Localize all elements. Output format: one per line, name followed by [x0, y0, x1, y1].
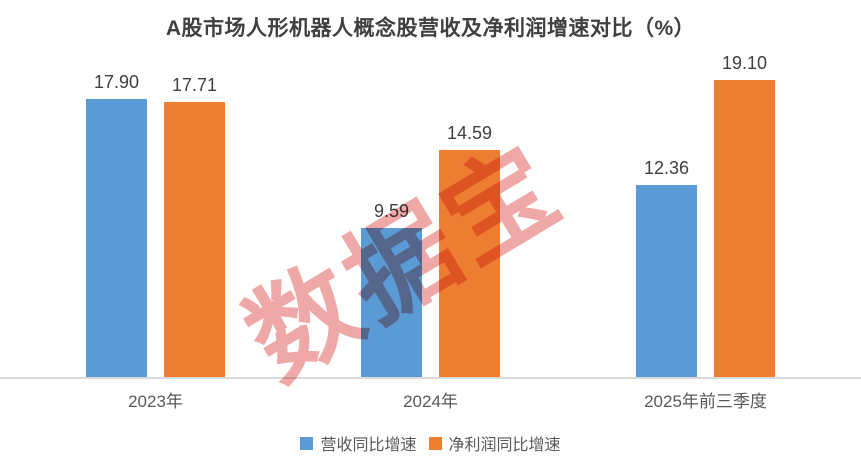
bar — [636, 185, 697, 377]
bar-wrap: 17.71 — [164, 50, 225, 377]
bar — [361, 228, 422, 377]
bar-group: 9.59 14.59 — [293, 50, 568, 377]
bar-wrap: 12.36 — [636, 50, 697, 377]
x-axis-label: 2023年 — [128, 392, 183, 411]
bar-wrap: 9.59 — [361, 50, 422, 377]
page-title: A股市场人形机器人概念股营收及净利润增速对比（%） — [165, 17, 696, 40]
chart-plot-area: 17.90 17.71 9.59 14.59 12.36 19.10 — [18, 50, 843, 377]
bar-value-label: 12.36 — [643, 158, 690, 178]
bar-value-label: 17.71 — [171, 75, 218, 95]
bar — [439, 150, 500, 377]
bar — [164, 102, 225, 377]
bar-value-label: 19.10 — [721, 53, 768, 73]
bar — [714, 80, 775, 377]
bar-value-label: 9.59 — [373, 201, 410, 221]
bar-value-label: 17.90 — [93, 72, 140, 92]
x-axis-line — [0, 377, 861, 379]
legend-item: 营收同比增速 — [300, 431, 417, 455]
legend-label: 营收同比增速 — [320, 437, 417, 454]
legend-swatch-icon — [428, 436, 442, 450]
bar-group: 17.90 17.71 — [18, 50, 293, 377]
bar-group: 12.36 19.10 — [568, 50, 843, 377]
bar — [86, 99, 147, 377]
bar-wrap: 14.59 — [439, 50, 500, 377]
legend-swatch-icon — [300, 436, 314, 450]
bar-wrap: 19.10 — [714, 50, 775, 377]
x-axis-label: 2024年 — [403, 392, 458, 411]
bar-wrap: 17.90 — [86, 50, 147, 377]
x-axis-label: 2025年前三季度 — [644, 392, 767, 411]
bar-value-label: 14.59 — [446, 123, 493, 143]
chart-legend: 营收同比增速 净利润同比增速 — [0, 431, 861, 455]
legend-item: 净利润同比增速 — [428, 431, 561, 455]
legend-label: 净利润同比增速 — [448, 437, 561, 454]
x-axis-labels: 2023年 2024年 2025年前三季度 — [18, 387, 843, 412]
